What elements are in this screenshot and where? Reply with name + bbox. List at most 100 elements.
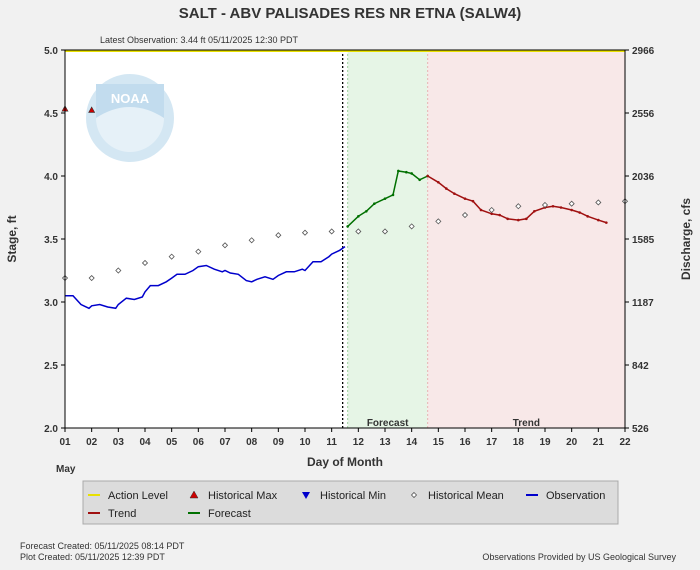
- forecast-point: [391, 193, 395, 197]
- historical-mean-point: [461, 211, 469, 219]
- forecast-created: Forecast Created: 05/11/2025 08:14 PDT: [20, 541, 185, 551]
- x-tick-label: 16: [459, 437, 471, 448]
- x-tick-label: 17: [486, 437, 498, 448]
- x-tick-label: 11: [326, 437, 337, 448]
- series-layer: [61, 50, 629, 310]
- x-tick-label: 01: [59, 437, 71, 448]
- legend-historical-mean-label: Historical Mean: [428, 490, 504, 502]
- plot-created: Plot Created: 05/11/2025 12:39 PDT: [20, 552, 165, 562]
- x-tick-label: 12: [353, 437, 365, 448]
- y2-tick-label: 842: [632, 361, 649, 372]
- x-tick-label: 22: [619, 437, 631, 448]
- y2-tick-label: 526: [632, 424, 649, 435]
- x-tick-label: 04: [139, 437, 151, 448]
- historical-mean-point: [381, 228, 389, 235]
- noaa-logo-text: NOAA: [111, 91, 150, 106]
- trend-point: [463, 197, 467, 200]
- x-tick-label: 14: [406, 437, 418, 448]
- x-tick-label: 09: [273, 437, 285, 448]
- data-provider: Observations Provided by US Geological S…: [482, 552, 676, 562]
- historical-mean-point: [568, 200, 575, 207]
- y-tick-label: 2.5: [44, 361, 58, 372]
- y2-tick-label: 2556: [632, 109, 655, 120]
- y-tick-label: 5.0: [44, 46, 58, 57]
- x-tick-label: 10: [299, 437, 311, 448]
- trend-point: [445, 187, 448, 190]
- forecast-point: [373, 202, 376, 206]
- historical-mean-point: [328, 228, 335, 235]
- trend-point: [437, 181, 440, 184]
- y-axis-title-right: Discharge, cfs: [679, 198, 693, 280]
- x-tick-label: 02: [86, 437, 98, 448]
- trend-point: [506, 217, 509, 221]
- historical-mean-point: [515, 203, 522, 210]
- trend-point: [471, 199, 475, 203]
- x-tick-label: 05: [166, 437, 178, 448]
- trend-point: [597, 218, 600, 222]
- trend-point: [559, 206, 563, 209]
- noaa-logo: NOAA: [86, 74, 174, 162]
- y2-tick-label: 1187: [632, 298, 654, 309]
- forecast-region: [347, 50, 428, 428]
- trend-region-label: Trend: [513, 418, 540, 429]
- trend-point: [453, 192, 456, 195]
- x-tick-label: 20: [566, 437, 578, 448]
- legend-historical-max-swatch: [189, 490, 199, 499]
- y-axis-title-left: Stage, ft: [5, 215, 19, 262]
- y-tick-label: 3.0: [44, 298, 58, 309]
- trend-point: [498, 213, 501, 217]
- trend-point: [551, 204, 555, 208]
- trend-region: [427, 50, 625, 428]
- historical-mean-point: [141, 259, 149, 267]
- x-tick-label: 19: [539, 437, 551, 448]
- forecast-point: [418, 178, 421, 182]
- historical-mean-point: [115, 267, 122, 274]
- forecast-point: [405, 170, 408, 174]
- trend-point: [605, 221, 608, 224]
- legend-historical-min-label: Historical Min: [320, 490, 386, 502]
- historical-mean-point: [541, 201, 549, 209]
- trend-point: [586, 215, 589, 218]
- forecast-point: [346, 225, 349, 228]
- legend-trend-label: Trend: [108, 508, 136, 520]
- region-boundaries: [342, 50, 429, 428]
- legend-box: [82, 480, 619, 525]
- x-tick-label: 03: [113, 437, 125, 448]
- trend-point: [426, 174, 429, 178]
- historical-mean-point: [595, 199, 602, 206]
- legend-historical-mean-swatch: [410, 491, 418, 499]
- x-tick-label: 15: [433, 437, 445, 448]
- trend-point: [570, 208, 573, 212]
- trend-point: [578, 211, 581, 214]
- legend-historical-min-swatch: [302, 492, 310, 499]
- x-tick-label: 13: [379, 437, 391, 448]
- x-axis-title: Day of Month: [307, 455, 383, 469]
- trend-point: [533, 209, 536, 213]
- forecast-point: [397, 169, 400, 173]
- chart-title: SALT - ABV PALISADES RES NR ETNA (SALW4): [179, 5, 522, 22]
- historical-mean-point: [408, 223, 415, 230]
- historical-mean-point: [195, 248, 202, 255]
- x-tick-label: 07: [219, 437, 231, 448]
- legend-forecast-label: Forecast: [208, 508, 251, 520]
- latest-observation: Latest Observation: 3.44 ft 05/11/2025 1…: [100, 35, 298, 45]
- historical-mean-point: [248, 237, 255, 244]
- historical-mean-point: [221, 242, 229, 249]
- forecast-point: [410, 172, 413, 175]
- x-tick-label: 06: [193, 437, 205, 448]
- y2-tick-label: 2966: [632, 46, 655, 57]
- legend-historical-max-label: Historical Max: [208, 490, 278, 502]
- forecast-point: [357, 215, 360, 218]
- y-tick-label: 4.5: [44, 109, 58, 120]
- historical-mean-point: [488, 206, 495, 214]
- historical-mean-point: [168, 253, 175, 260]
- legend-observation-label: Observation: [546, 490, 605, 502]
- historical-mean-point: [301, 229, 309, 236]
- historical-mean-point: [355, 228, 362, 235]
- trend-point: [490, 212, 493, 216]
- forecast-point: [365, 209, 368, 213]
- historical-mean-point: [275, 232, 282, 239]
- forecast-point: [383, 197, 387, 200]
- legend-action-level-label: Action Level: [108, 490, 168, 502]
